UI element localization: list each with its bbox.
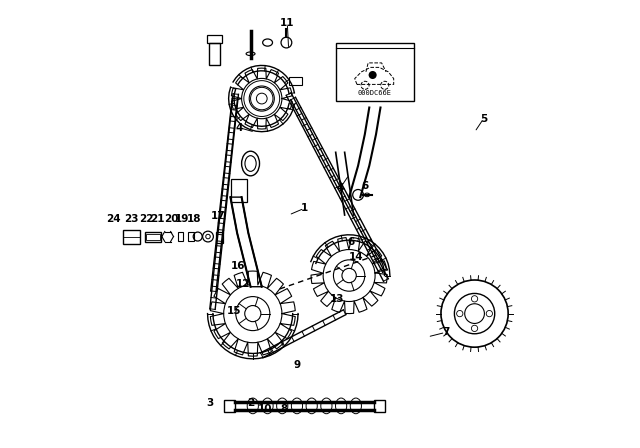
Text: 000DC66E: 000DC66E (358, 90, 392, 96)
Text: 21: 21 (150, 214, 165, 224)
Bar (178, 232, 184, 241)
Text: 23: 23 (124, 214, 138, 224)
Bar (231, 179, 248, 202)
Text: 4: 4 (337, 183, 344, 193)
Bar (146, 234, 160, 240)
Text: 7: 7 (442, 327, 449, 337)
Text: 2: 2 (247, 398, 254, 408)
Text: 15: 15 (227, 306, 241, 316)
Text: 3: 3 (207, 398, 214, 408)
Text: 14: 14 (349, 252, 363, 262)
Text: 6: 6 (348, 237, 355, 247)
Bar (289, 77, 302, 85)
Bar (209, 43, 220, 65)
Text: 18: 18 (186, 214, 201, 224)
Text: 13: 13 (330, 294, 344, 304)
Text: 17: 17 (211, 211, 225, 221)
Bar (216, 232, 223, 243)
Text: 8: 8 (280, 404, 288, 414)
Text: 1: 1 (301, 203, 308, 213)
PathPatch shape (230, 197, 262, 287)
Bar (224, 400, 235, 412)
Text: 5: 5 (480, 114, 487, 124)
Text: 22: 22 (139, 214, 154, 224)
Bar (145, 232, 161, 242)
Bar (188, 232, 194, 241)
Bar (336, 43, 414, 101)
Text: 19: 19 (175, 214, 189, 224)
Bar (207, 35, 222, 43)
Text: 24: 24 (106, 214, 120, 224)
Text: 11: 11 (280, 18, 294, 28)
Text: 10: 10 (258, 404, 273, 414)
Text: 16: 16 (231, 261, 246, 271)
Text: 4: 4 (236, 123, 243, 133)
Text: 12: 12 (236, 280, 250, 289)
Bar (123, 230, 140, 244)
Text: 20: 20 (164, 214, 179, 224)
Bar (374, 400, 385, 412)
Text: 6: 6 (361, 181, 369, 191)
Circle shape (369, 71, 377, 79)
Text: 9: 9 (293, 360, 300, 370)
